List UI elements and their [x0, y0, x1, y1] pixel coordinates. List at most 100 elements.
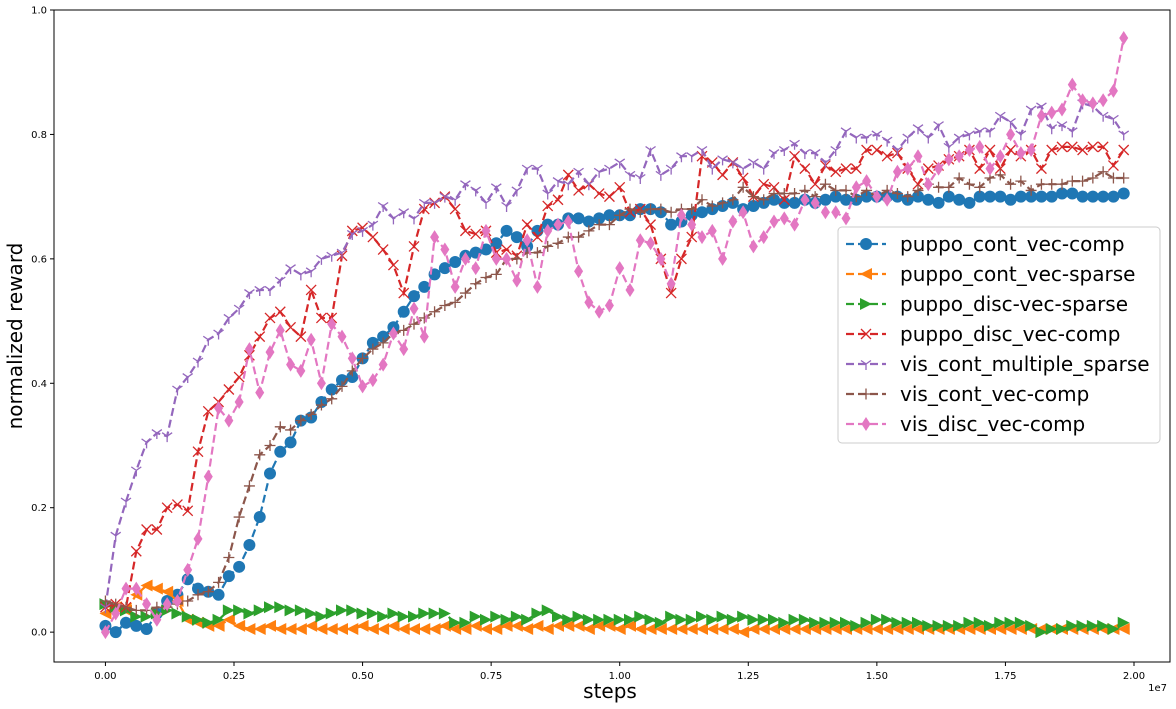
data-point [212, 588, 225, 601]
data-point [922, 619, 935, 632]
data-point [161, 585, 174, 598]
legend-marker [860, 388, 872, 400]
data-point [912, 616, 924, 629]
data-point [1045, 623, 1058, 636]
data-point [984, 127, 996, 138]
data-point [953, 193, 966, 206]
data-point [644, 623, 657, 636]
data-point [789, 188, 801, 200]
data-point [871, 130, 883, 141]
data-point [264, 439, 276, 451]
data-point [500, 224, 513, 237]
data-point [408, 290, 420, 303]
x-axis-label: steps [583, 679, 637, 703]
x-tick-label: 0.25 [223, 671, 245, 682]
data-point [850, 133, 862, 144]
data-point [789, 139, 800, 150]
data-point [336, 623, 348, 636]
data-point [778, 194, 790, 206]
data-point [942, 619, 955, 632]
data-point [100, 625, 110, 640]
data-point [584, 295, 594, 310]
legend-marker [861, 417, 871, 431]
legend-marker [860, 268, 872, 280]
data-point [593, 219, 605, 231]
data-point [737, 164, 749, 175]
data-point [985, 161, 995, 176]
data-point [975, 139, 985, 154]
data-point [665, 164, 677, 175]
data-point [934, 161, 944, 176]
data-point [1056, 187, 1068, 200]
data-point [860, 190, 873, 203]
data-point [1097, 141, 1109, 153]
data-point [593, 619, 606, 632]
data-point [1119, 30, 1129, 45]
data-point [728, 214, 738, 229]
data-point [614, 158, 626, 169]
data-point [870, 623, 883, 636]
data-point [203, 469, 213, 484]
data-point [367, 343, 379, 355]
data-point [284, 623, 297, 636]
data-point [408, 240, 420, 252]
data-point [624, 170, 636, 181]
data-point [562, 619, 575, 632]
data-point [408, 610, 420, 623]
data-point [388, 326, 398, 341]
data-point [819, 178, 831, 190]
data-point [933, 121, 944, 132]
data-point [706, 613, 719, 626]
data-point [1025, 190, 1038, 203]
data-point [850, 619, 863, 632]
data-point [942, 190, 955, 203]
data-point [851, 180, 861, 195]
data-point [552, 610, 564, 623]
data-point [779, 211, 789, 226]
data-point [604, 298, 614, 313]
data-point [768, 181, 780, 193]
data-point [953, 619, 966, 632]
data-point [305, 267, 317, 278]
data-point [1066, 175, 1078, 187]
data-point [1025, 105, 1037, 116]
data-point [634, 623, 647, 636]
data-point [429, 198, 440, 209]
data-point [903, 161, 913, 176]
data-point [603, 613, 616, 626]
data-point [870, 613, 883, 626]
data-point [573, 231, 585, 243]
data-point [798, 613, 811, 626]
data-point [872, 189, 882, 204]
data-point [100, 603, 111, 614]
data-point [213, 576, 225, 588]
data-point [346, 229, 358, 240]
data-point [716, 610, 729, 623]
data-point [295, 270, 307, 281]
data-point [922, 133, 934, 144]
data-point [1046, 178, 1058, 190]
legend-label: vis_cont_multiple_sparse [900, 352, 1150, 376]
data-point [294, 604, 307, 617]
data-point [655, 170, 667, 181]
data-point [531, 231, 543, 243]
data-point [532, 279, 542, 294]
data-point [305, 408, 317, 420]
data-point [325, 623, 338, 636]
data-point [1076, 190, 1089, 203]
data-point [1066, 127, 1078, 138]
data-point [912, 184, 924, 196]
data-point [675, 613, 688, 626]
data-point [254, 449, 266, 461]
legend-entry: vis_cont_multiple_sparse [846, 352, 1150, 376]
data-point [429, 306, 441, 318]
data-point [757, 623, 770, 636]
data-point [192, 589, 204, 601]
series-puppo_disc-vec-sparse [99, 598, 1130, 639]
data-point [214, 401, 224, 416]
data-point [625, 282, 635, 297]
data-point [613, 613, 626, 626]
data-point [1014, 623, 1027, 636]
data-point [264, 312, 276, 324]
data-point [305, 619, 318, 632]
